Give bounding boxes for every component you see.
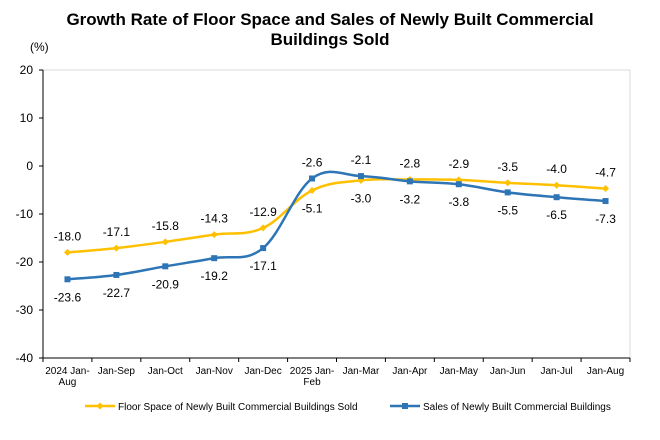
- chart-title: Growth Rate of Floor Space and Sales of …: [0, 10, 660, 50]
- series-line-2: [67, 170, 606, 281]
- y-tick-label: -20: [16, 255, 34, 269]
- data-label: -5.1: [302, 201, 323, 215]
- x-tick-label: Jan-Dec: [245, 366, 282, 377]
- chart-title-line-2: Buildings Sold: [270, 30, 390, 49]
- data-point-floor-space: [308, 186, 316, 194]
- data-label: -20.9: [152, 277, 180, 291]
- data-label: -3.8: [448, 195, 469, 209]
- data-label: -3.5: [497, 160, 518, 174]
- data-point-sales: [504, 189, 511, 196]
- x-tick-label: Jan-Nov: [196, 366, 233, 377]
- x-tick-label: Jan-Sep: [98, 366, 136, 377]
- data-label: -4.0: [546, 162, 567, 176]
- data-point-sales: [211, 255, 218, 262]
- data-point-sales: [260, 245, 267, 252]
- x-tick-label: Jan-Jun: [490, 366, 526, 377]
- data-label: -2.1: [351, 153, 372, 167]
- legend-marker: [402, 403, 408, 409]
- x-tick-label: Jan-Oct: [148, 366, 183, 377]
- data-label: -3.0: [351, 191, 372, 205]
- series-line-1: [67, 177, 606, 254]
- data-label: -18.0: [54, 229, 82, 243]
- x-tick-label: 2025 Jan-Feb: [290, 366, 334, 388]
- data-label: -22.7: [103, 286, 131, 300]
- y-tick-label: 20: [20, 63, 34, 77]
- y-tick-label: 10: [20, 111, 34, 125]
- y-tick-label: -40: [16, 351, 34, 365]
- chart-title-line-1: Growth Rate of Floor Space and Sales of …: [66, 10, 594, 29]
- data-point-sales: [64, 276, 71, 283]
- y-axis-label: (%): [30, 40, 49, 54]
- data-label: -2.9: [448, 157, 469, 171]
- data-label: -2.6: [302, 155, 323, 169]
- y-tick-label: -10: [16, 207, 34, 221]
- legend-label-2: Sales of Newly Built Commercial Building…: [423, 402, 611, 413]
- data-label: -3.2: [400, 192, 421, 206]
- x-tick-label: Jan-Mar: [343, 366, 380, 377]
- data-point-floor-space: [259, 224, 267, 232]
- data-label: -14.3: [201, 212, 229, 226]
- x-tick-label: Jan-May: [440, 366, 478, 377]
- y-tick-label: 0: [26, 159, 33, 173]
- x-tick-label: Jan-Apr: [392, 366, 428, 377]
- data-point-sales: [357, 173, 364, 180]
- data-point-sales: [406, 178, 413, 185]
- data-label: -4.7: [595, 166, 616, 180]
- data-point-floor-space: [161, 238, 169, 246]
- data-point-sales: [553, 194, 560, 201]
- data-point-floor-space: [602, 185, 610, 193]
- data-label: -12.9: [249, 205, 277, 219]
- data-point-sales: [113, 271, 120, 278]
- plot-area: [42, 69, 631, 359]
- x-tick-label: Jan-Aug: [587, 366, 624, 377]
- data-label: -6.5: [546, 208, 567, 222]
- data-label: -5.5: [497, 203, 518, 217]
- data-label: -17.1: [249, 259, 277, 273]
- data-label: -17.1: [103, 225, 131, 239]
- data-point-floor-space: [210, 231, 218, 239]
- data-point-sales: [162, 263, 169, 270]
- legend-label-1: Floor Space of Newly Built Commercial Bu…: [118, 402, 358, 413]
- data-label: -23.6: [54, 290, 82, 304]
- data-point-floor-space: [504, 179, 512, 187]
- data-point-sales: [309, 175, 316, 182]
- data-point-floor-space: [553, 181, 561, 189]
- data-label: -15.8: [152, 219, 180, 233]
- x-tick-label: 2024 Jan-Aug: [45, 366, 89, 388]
- data-label: -2.8: [400, 156, 421, 170]
- x-tick-label: Jan-Jul: [541, 366, 573, 377]
- y-tick-label: -30: [16, 303, 34, 317]
- data-label: -19.2: [201, 269, 229, 283]
- legend-marker: [96, 402, 104, 410]
- data-point-floor-space: [63, 248, 71, 256]
- data-label: -7.3: [595, 212, 616, 226]
- data-point-floor-space: [112, 244, 120, 252]
- data-point-sales: [455, 181, 462, 188]
- data-point-sales: [602, 198, 609, 205]
